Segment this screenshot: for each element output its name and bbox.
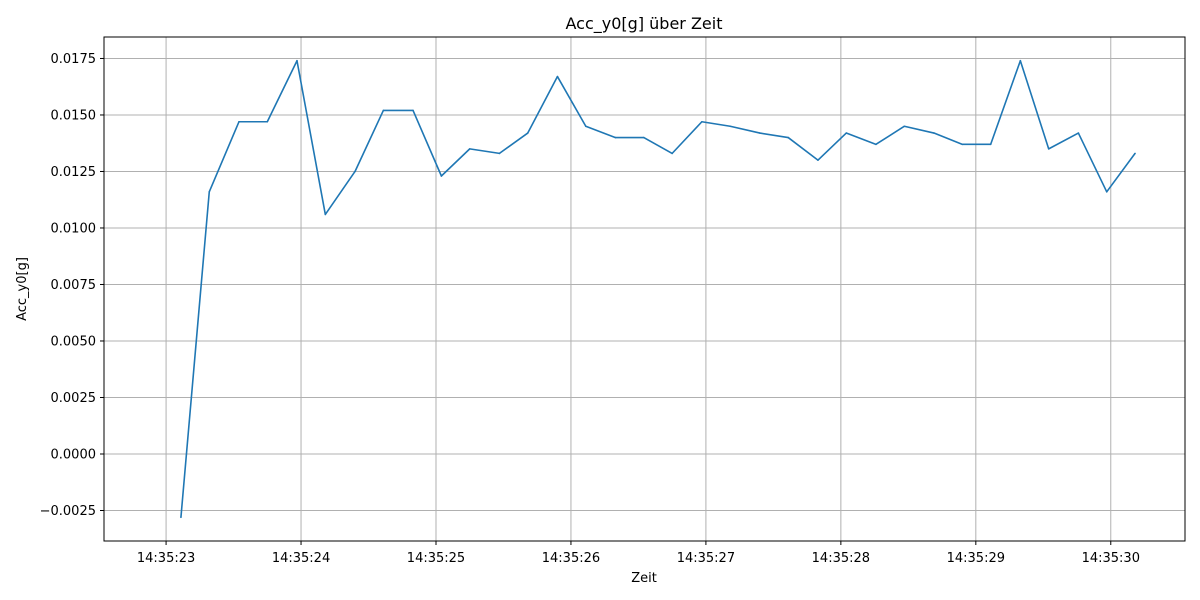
series-line bbox=[180, 59, 1136, 518]
x-tick-label: 14:35:30 bbox=[1082, 551, 1140, 566]
data-point bbox=[208, 191, 211, 193]
data-point bbox=[498, 152, 501, 155]
y-tick-label: 0.0125 bbox=[51, 165, 97, 180]
plot-frame bbox=[103, 36, 1186, 542]
data-point bbox=[180, 516, 182, 519]
data-point bbox=[1019, 59, 1022, 62]
data-point bbox=[324, 213, 327, 216]
data-point bbox=[1077, 132, 1080, 134]
x-axis-label: Zeit bbox=[631, 571, 657, 586]
data-point bbox=[526, 132, 529, 134]
chart-title: Acc_y0[g] über Zeit bbox=[566, 14, 723, 34]
data-point bbox=[989, 143, 992, 146]
data-point bbox=[1047, 148, 1050, 150]
y-tick-label: 0.0000 bbox=[51, 447, 97, 462]
data-point bbox=[584, 125, 587, 128]
data-point bbox=[961, 143, 964, 146]
data-point bbox=[238, 120, 240, 123]
data-point bbox=[671, 152, 673, 155]
y-tick-label: 0.0075 bbox=[51, 278, 97, 293]
x-tick-label: 14:35:23 bbox=[137, 551, 195, 566]
y-axis-ticks: −0.0025 0.0000 0.0025 0.0050 0.0075 0.0100 0.0… bbox=[40, 52, 104, 519]
data-point bbox=[296, 59, 298, 62]
data-point bbox=[266, 120, 269, 123]
data-point bbox=[729, 125, 731, 128]
y-tick-label: −0.0025 bbox=[40, 504, 96, 519]
data-point bbox=[412, 109, 414, 112]
x-tick-label: 14:35:26 bbox=[542, 551, 600, 566]
x-tick-label: 14:35:27 bbox=[677, 551, 735, 566]
x-axis-ticks: 14:35:23 14:35:24 14:35:25 14:35:26 14:35:27… bbox=[137, 541, 1140, 566]
y-tick-label: 0.0175 bbox=[51, 52, 97, 67]
x-tick-label: 14:35:28 bbox=[812, 551, 870, 566]
data-point bbox=[787, 136, 790, 139]
data-point bbox=[933, 132, 935, 134]
data-point bbox=[845, 132, 848, 134]
x-tick-label: 14:35:25 bbox=[407, 551, 465, 566]
data-point bbox=[468, 148, 471, 150]
y-tick-label: 0.0050 bbox=[51, 334, 97, 349]
y-tick-label: 0.0025 bbox=[51, 391, 97, 406]
data-point bbox=[556, 75, 559, 78]
data-point bbox=[643, 136, 645, 139]
x-tick-label: 14:35:29 bbox=[947, 551, 1005, 566]
data-point bbox=[759, 132, 761, 134]
data-point bbox=[614, 136, 617, 139]
data-point bbox=[817, 159, 819, 161]
y-axis-label: Acc_y0[g] bbox=[15, 257, 30, 321]
data-point bbox=[1134, 152, 1136, 155]
data-point bbox=[903, 125, 906, 128]
series-layer bbox=[180, 59, 1136, 519]
data-point bbox=[875, 143, 877, 146]
x-tick-label: 14:35:24 bbox=[272, 551, 330, 566]
data-point bbox=[701, 120, 703, 123]
y-tick-label: 0.0100 bbox=[51, 221, 97, 236]
grid-lines bbox=[104, 37, 1185, 541]
data-point bbox=[440, 175, 443, 177]
y-tick-label: 0.0150 bbox=[51, 108, 97, 123]
data-point bbox=[382, 109, 385, 112]
data-point bbox=[354, 170, 356, 173]
data-point bbox=[1105, 191, 1108, 193]
